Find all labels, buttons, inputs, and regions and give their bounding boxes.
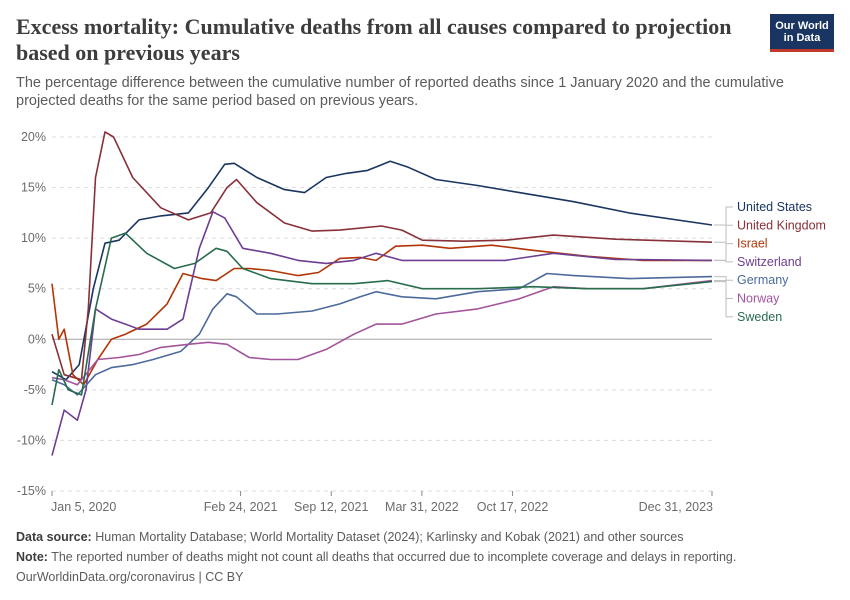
legend-label: Israel [737, 237, 768, 251]
legend-label: Sweden [737, 310, 782, 324]
logo-line-2: in Data [783, 32, 821, 44]
y-tick-label: 20% [21, 130, 46, 144]
logo-accent-bar [770, 49, 834, 52]
x-tick-label: Dec 31, 2023 [639, 500, 713, 514]
x-axis-ticks: Jan 5, 2020 Feb 24, 2021 Sep 12, 2021 Mar 3… [51, 491, 713, 514]
x-tick-label: Sep 12, 2021 [294, 500, 368, 514]
note-label: Note: [16, 550, 48, 564]
x-tick-label: Feb 24, 2021 [204, 500, 278, 514]
y-axis-ticks: -15% -10% -5% 0% 5% 10% 15% 20% [17, 130, 46, 498]
y-tick-label: 0% [28, 332, 46, 346]
legend-label: United States [737, 200, 812, 214]
note-text: The reported number of deaths might not … [51, 550, 737, 564]
y-tick-label: 15% [21, 181, 46, 195]
series-line-united-states [51, 160, 713, 381]
series-line-united-kingdom [51, 131, 713, 381]
note: Note: The reported number of deaths migh… [16, 549, 836, 565]
series-line-sweden [51, 232, 713, 406]
y-tick-label: -15% [17, 484, 46, 498]
legend-connector [714, 259, 733, 263]
legend-label: Germany [737, 273, 789, 287]
legend-label: United Kingdom [737, 218, 826, 232]
series-line-switzerland [51, 211, 713, 456]
series-lines [51, 131, 713, 456]
owid-logo[interactable]: Our World in Data [770, 14, 834, 52]
legend-connector [714, 224, 733, 243]
data-source: Data source: Human Mortality Database; W… [16, 529, 836, 545]
logo-line-1: Our World [775, 20, 829, 32]
legend: United States United Kingdom Israel Switzer… [714, 200, 826, 324]
grid-lines [52, 136, 712, 492]
y-tick-label: 5% [28, 282, 46, 296]
legend-connector [714, 281, 733, 318]
data-source-text: Human Mortality Database; World Mortalit… [95, 530, 684, 544]
legend-label: Norway [737, 292, 780, 306]
credit[interactable]: OurWorldinData.org/coronavirus | CC BY [16, 570, 244, 584]
legend-label: Switzerland [737, 255, 802, 269]
series-line-norway [51, 279, 713, 386]
x-tick-label: Oct 17, 2022 [477, 500, 549, 514]
chart-subtitle: The percentage difference between the cu… [16, 75, 784, 109]
x-tick-label: Jan 5, 2020 [51, 500, 116, 514]
x-tick-label: Mar 31, 2022 [385, 500, 459, 514]
y-tick-label: 10% [21, 231, 46, 245]
data-source-label: Data source: [16, 530, 92, 544]
y-tick-label: -10% [17, 433, 46, 447]
legend-connector [714, 280, 733, 299]
chart-title: Excess mortality: Cumulative deaths from… [16, 14, 732, 65]
legend-connector [714, 206, 733, 226]
series-line-israel [51, 244, 712, 386]
series-line-germany [51, 272, 713, 396]
legend-connector [714, 243, 733, 261]
y-tick-label: -5% [24, 383, 46, 397]
legend-connector [714, 276, 733, 281]
